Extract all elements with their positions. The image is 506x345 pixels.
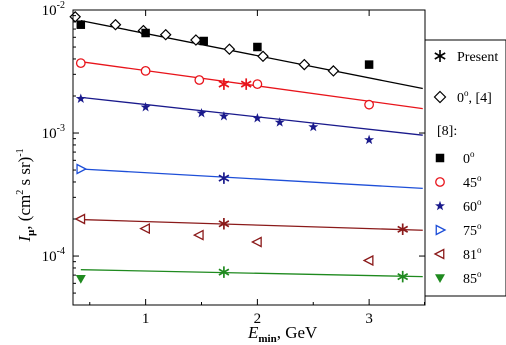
data-point-square-1-0 [76, 20, 86, 29]
legend-label-60: 60o [463, 197, 482, 215]
fit-line-5 [80, 269, 423, 278]
x-tick-label-1: 2 [254, 311, 262, 327]
data-point-triangle-left-5-4 [362, 254, 374, 267]
data-point-diamond-0-5 [223, 43, 236, 56]
legend-marker-triangle-left [433, 248, 445, 260]
y-axis-label: Iμ, (cm2 s sr)-1 [15, 148, 37, 242]
data-point-star-3-4 [252, 112, 263, 123]
data-point-star-3-6 [308, 121, 319, 132]
data-point-star-3-5 [274, 117, 285, 127]
legend-marker-triangle-right [435, 224, 447, 236]
fit-line-1 [80, 61, 423, 110]
y-tick-label-1: 10-3 [42, 123, 65, 142]
data-point-asterisk-10-1 [397, 270, 409, 283]
data-point-square-1-2 [199, 36, 208, 46]
data-point-circle-2-4 [364, 99, 375, 110]
fit-line-3 [80, 168, 423, 190]
data-point-triangle-left-5-2 [192, 229, 204, 241]
data-point-triangle-left-5-3 [250, 236, 262, 248]
data-point-diamond-0-1 [109, 18, 122, 31]
legend-marker-present [434, 50, 446, 62]
data-point-diamond-0-4 [190, 34, 202, 46]
legend-marker-ref4 [433, 90, 447, 104]
data-point-diamond-0-6 [257, 50, 269, 63]
legend-group-label: [8]: [437, 124, 457, 139]
data-point-circle-2-1 [140, 66, 151, 76]
fit-lines [80, 19, 423, 278]
data-point-circle-2-2 [194, 75, 205, 85]
legend-label-75: 75o [463, 221, 482, 239]
x-tick-label-2: 3 [365, 311, 373, 327]
data-point-star-3-7 [364, 134, 375, 145]
data-point-asterisk-7-0 [218, 78, 230, 90]
data-point-circle-2-3 [252, 79, 263, 89]
data-point-square-1-3 [253, 42, 262, 52]
fit-line-4 [80, 218, 423, 231]
data-point-triangle-left-5-0 [74, 213, 86, 225]
legend-label-0: 0o [463, 149, 475, 167]
data-point-asterisk-8-0 [218, 172, 230, 184]
legend-marker-circle [435, 177, 445, 187]
legend-label-81: 81o [463, 245, 482, 263]
data-point-star-3-0 [75, 93, 86, 103]
fit-line-2 [80, 96, 423, 136]
data-point-asterisk-9-0 [218, 218, 230, 230]
legend-label-85: 85o [463, 269, 482, 287]
legend-marker-square [435, 153, 445, 163]
legend-label-present: Present [457, 50, 498, 65]
data-point-diamond-0-3 [159, 28, 172, 41]
axis-ticks: 1 2 3 10-4 10-3 10-2 [42, 0, 425, 327]
data-point-diamond-0-0 [69, 10, 82, 23]
data-point-asterisk-7-1 [240, 78, 252, 90]
x-axis-label: Emin, GeV [247, 323, 318, 345]
legend-marker-triangle-down [435, 274, 445, 283]
legend-label-45: 45o [463, 173, 482, 191]
legend: Present 0o, [4] [8]: 0o 45o 60o 75o 81o 85o [424, 39, 506, 297]
data-points [69, 10, 409, 284]
data-point-star-3-2 [196, 107, 207, 118]
y-tick-label-0: 10-4 [42, 246, 65, 265]
legend-marker-star [435, 200, 445, 211]
data-point-star-3-3 [218, 110, 229, 121]
data-point-diamond-0-8 [327, 65, 340, 77]
legend-entries: 0o 45o 60o 75o 81o 85o [433, 149, 482, 287]
data-point-triangle-down-6-0 [75, 274, 86, 284]
data-point-triangle-right-4-0 [76, 163, 88, 175]
data-point-circle-2-0 [75, 58, 86, 68]
data-point-star-3-1 [140, 101, 151, 112]
data-point-square-1-1 [141, 28, 150, 38]
data-point-diamond-0-7 [298, 58, 311, 71]
x-tick-label-0: 1 [142, 311, 150, 327]
y-tick-label-2: 10-2 [42, 0, 65, 19]
data-point-square-1-4 [364, 60, 374, 69]
data-point-asterisk-10-0 [218, 266, 230, 278]
legend-label-ref4: 0o, [4] [457, 88, 492, 106]
data-point-asterisk-9-1 [397, 223, 409, 236]
fit-line-0 [80, 19, 423, 90]
data-point-triangle-left-5-1 [139, 223, 151, 235]
